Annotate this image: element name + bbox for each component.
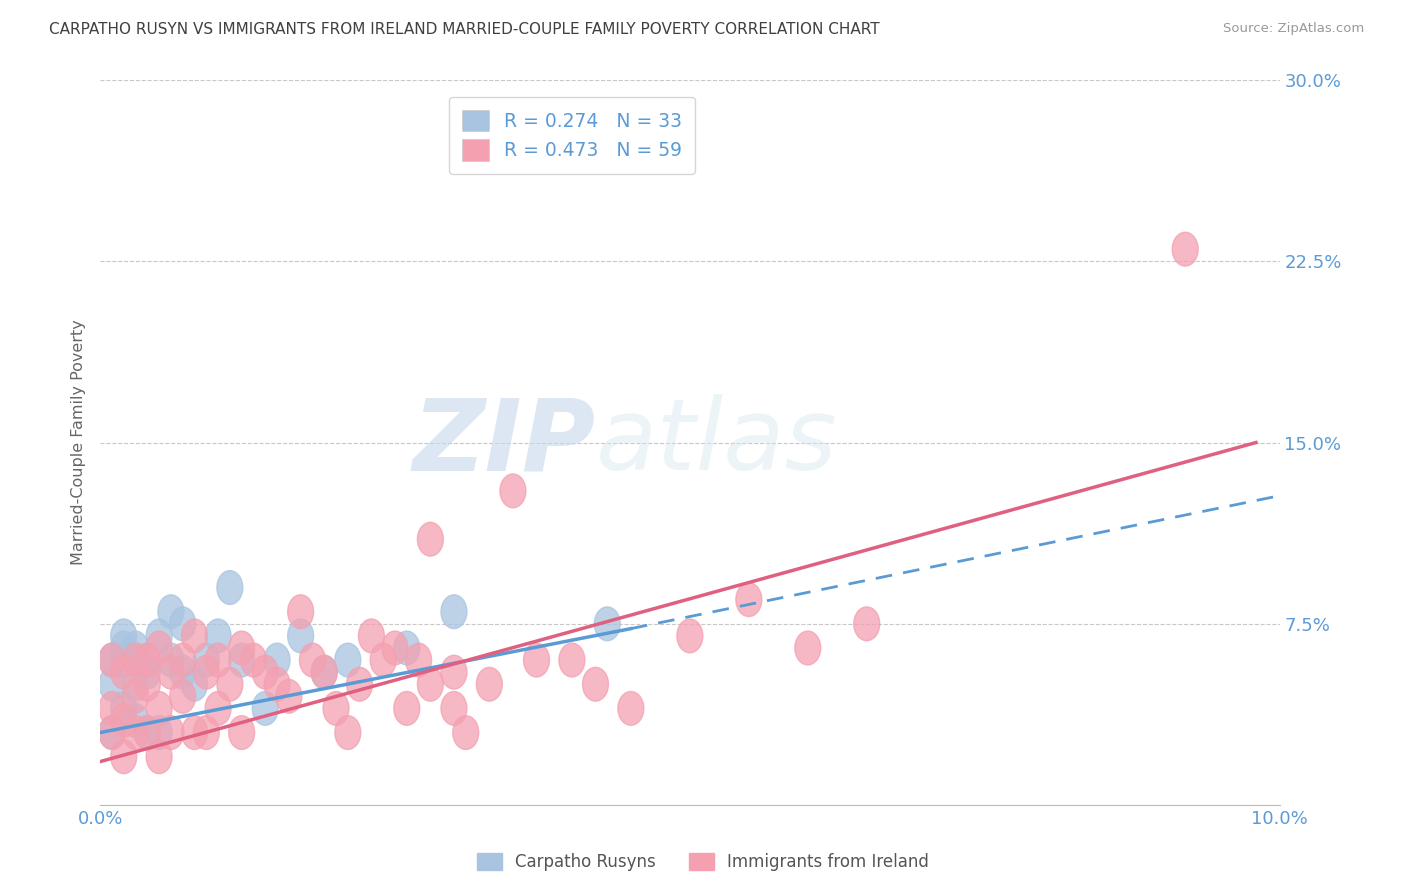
Ellipse shape [146, 619, 172, 653]
Ellipse shape [288, 595, 314, 629]
Ellipse shape [370, 643, 396, 677]
Ellipse shape [170, 680, 195, 714]
Ellipse shape [252, 691, 278, 725]
Ellipse shape [311, 656, 337, 689]
Ellipse shape [676, 619, 703, 653]
Ellipse shape [157, 643, 184, 677]
Ellipse shape [217, 571, 243, 605]
Ellipse shape [252, 656, 278, 689]
Ellipse shape [335, 715, 361, 749]
Ellipse shape [170, 656, 195, 689]
Ellipse shape [441, 595, 467, 629]
Ellipse shape [135, 667, 160, 701]
Legend: Carpatho Rusyns, Immigrants from Ireland: Carpatho Rusyns, Immigrants from Ireland [468, 845, 938, 880]
Ellipse shape [98, 691, 125, 725]
Ellipse shape [217, 667, 243, 701]
Ellipse shape [122, 667, 149, 701]
Ellipse shape [735, 582, 762, 616]
Ellipse shape [853, 607, 880, 640]
Ellipse shape [453, 715, 478, 749]
Ellipse shape [382, 631, 408, 665]
Ellipse shape [111, 739, 136, 773]
Ellipse shape [157, 715, 184, 749]
Ellipse shape [560, 643, 585, 677]
Ellipse shape [111, 643, 136, 677]
Ellipse shape [276, 680, 302, 714]
Ellipse shape [122, 680, 149, 714]
Ellipse shape [111, 631, 136, 665]
Ellipse shape [135, 715, 160, 749]
Ellipse shape [146, 739, 172, 773]
Text: atlas: atlas [596, 394, 837, 491]
Ellipse shape [157, 595, 184, 629]
Ellipse shape [170, 607, 195, 640]
Ellipse shape [394, 631, 420, 665]
Ellipse shape [595, 607, 620, 640]
Ellipse shape [229, 643, 254, 677]
Ellipse shape [347, 667, 373, 701]
Ellipse shape [311, 656, 337, 689]
Ellipse shape [229, 631, 254, 665]
Ellipse shape [181, 715, 208, 749]
Ellipse shape [122, 643, 149, 677]
Ellipse shape [193, 715, 219, 749]
Ellipse shape [98, 643, 125, 677]
Ellipse shape [418, 667, 443, 701]
Text: ZIP: ZIP [412, 394, 596, 491]
Ellipse shape [617, 691, 644, 725]
Ellipse shape [359, 619, 384, 653]
Ellipse shape [501, 474, 526, 508]
Ellipse shape [1173, 232, 1198, 266]
Ellipse shape [146, 631, 172, 665]
Text: Source: ZipAtlas.com: Source: ZipAtlas.com [1223, 22, 1364, 36]
Text: CARPATHO RUSYN VS IMMIGRANTS FROM IRELAND MARRIED-COUPLE FAMILY POVERTY CORRELAT: CARPATHO RUSYN VS IMMIGRANTS FROM IRELAN… [49, 22, 880, 37]
Ellipse shape [299, 643, 325, 677]
Ellipse shape [122, 704, 149, 738]
Ellipse shape [135, 643, 160, 677]
Ellipse shape [193, 643, 219, 677]
Ellipse shape [181, 667, 208, 701]
Ellipse shape [122, 631, 149, 665]
Ellipse shape [146, 691, 172, 725]
Ellipse shape [122, 715, 149, 749]
Ellipse shape [240, 643, 266, 677]
Ellipse shape [394, 691, 420, 725]
Ellipse shape [418, 523, 443, 556]
Ellipse shape [135, 715, 160, 749]
Ellipse shape [288, 619, 314, 653]
Ellipse shape [157, 656, 184, 689]
Ellipse shape [135, 643, 160, 677]
Ellipse shape [264, 643, 290, 677]
Ellipse shape [98, 667, 125, 701]
Ellipse shape [193, 656, 219, 689]
Ellipse shape [477, 667, 502, 701]
Ellipse shape [523, 643, 550, 677]
Ellipse shape [205, 619, 231, 653]
Legend: R = 0.274   N = 33, R = 0.473   N = 59: R = 0.274 N = 33, R = 0.473 N = 59 [449, 96, 695, 174]
Ellipse shape [170, 643, 195, 677]
Ellipse shape [111, 691, 136, 725]
Ellipse shape [229, 715, 254, 749]
Ellipse shape [335, 643, 361, 677]
Ellipse shape [205, 691, 231, 725]
Y-axis label: Married-Couple Family Poverty: Married-Couple Family Poverty [72, 319, 86, 566]
Ellipse shape [582, 667, 609, 701]
Ellipse shape [122, 643, 149, 677]
Ellipse shape [111, 619, 136, 653]
Ellipse shape [794, 631, 821, 665]
Ellipse shape [264, 667, 290, 701]
Ellipse shape [405, 643, 432, 677]
Ellipse shape [441, 691, 467, 725]
Ellipse shape [98, 715, 125, 749]
Ellipse shape [205, 643, 231, 677]
Ellipse shape [111, 704, 136, 738]
Ellipse shape [98, 643, 125, 677]
Ellipse shape [111, 656, 136, 689]
Ellipse shape [181, 619, 208, 653]
Ellipse shape [98, 715, 125, 749]
Ellipse shape [135, 656, 160, 689]
Ellipse shape [323, 691, 349, 725]
Ellipse shape [441, 656, 467, 689]
Ellipse shape [146, 715, 172, 749]
